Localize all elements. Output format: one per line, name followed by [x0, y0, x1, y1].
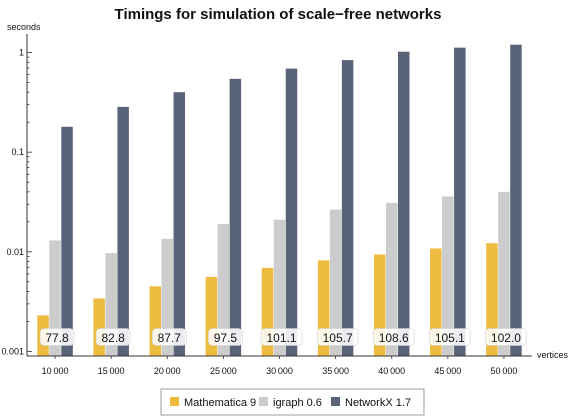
- bar-2-3: [161, 238, 174, 356]
- bar-2-4: [217, 224, 230, 356]
- annotation-label: 108.6: [379, 331, 409, 345]
- legend-label: NetworkX 1.7: [345, 397, 411, 409]
- bars-group: [37, 44, 522, 357]
- x-tick-label-6: 35 000: [322, 366, 349, 376]
- annotation-5: 101.1: [260, 328, 303, 346]
- legend-swatch: [259, 397, 268, 406]
- legend-swatch: [170, 397, 179, 406]
- annotation-label: 105.1: [435, 331, 465, 345]
- bar-3-1: [61, 126, 73, 356]
- annotation-box: [372, 328, 415, 346]
- bar-3-4: [229, 78, 242, 356]
- bar-3-5: [285, 68, 298, 357]
- bar-1-3: [149, 286, 162, 356]
- y-tick-label-2: 0.01: [6, 247, 24, 257]
- annotation-3: 87.7: [151, 328, 187, 346]
- bar-3-8: [454, 47, 466, 357]
- bar-1-9: [486, 243, 498, 356]
- legend-label: Mathematica 9: [184, 397, 256, 409]
- annotation-label: 97.5: [214, 331, 238, 345]
- bar-3-7: [397, 51, 410, 356]
- annotation-box: [485, 328, 527, 346]
- bar-1-7: [373, 254, 386, 356]
- bar-2-6: [329, 209, 342, 356]
- legend-item-1: Mathematica 9: [170, 397, 256, 409]
- x-tick-label-5: 30 000: [266, 366, 293, 376]
- annotation-6: 105.7: [316, 328, 359, 346]
- x-tick-label-7: 40 000: [378, 366, 405, 376]
- annotation-label: 77.8: [45, 331, 69, 345]
- legend-item-3: NetworkX 1.7: [331, 397, 411, 409]
- legend-box: [160, 388, 425, 416]
- bar-2-7: [385, 202, 398, 356]
- x-tick-label-3: 20 000: [154, 366, 181, 376]
- axes-group: 0.001 0.01 0.1 1 10 000 15 000 20 000 25 000 30 …: [1, 34, 532, 376]
- annotation-label: 101.1: [266, 331, 296, 345]
- annotation-1: 77.8: [39, 328, 75, 346]
- legend-label: igraph 0.6: [273, 397, 322, 409]
- annotation-label: 105.7: [323, 331, 353, 345]
- annotation-box: [39, 328, 75, 346]
- x-axis-label: vertices: [537, 350, 569, 360]
- annotation-box: [260, 328, 303, 346]
- y-tick-label-1: 0.001: [1, 346, 24, 356]
- bar-1-4: [205, 276, 218, 356]
- bar-1-2: [93, 298, 105, 356]
- annotation-box: [151, 328, 187, 346]
- bar-1-6: [317, 260, 330, 356]
- annotation-box: [316, 328, 359, 346]
- bar-3-9: [510, 44, 522, 357]
- bar-1-5: [261, 267, 274, 356]
- annotation-label: 82.8: [101, 331, 125, 345]
- legend-item-2: igraph 0.6: [259, 397, 322, 409]
- bar-3-6: [341, 60, 354, 356]
- bar-2-8: [442, 196, 454, 356]
- annotation-8: 105.1: [429, 328, 471, 346]
- x-tick-label-2: 15 000: [98, 366, 125, 376]
- bar-2-9: [498, 191, 510, 356]
- annotation-box: [208, 328, 243, 346]
- x-tick-label-1: 10 000: [42, 366, 69, 376]
- annotations-group: 77.8 82.8 87.7 97.5 101.1 105.7 108.6 105.1 102.…: [39, 328, 527, 346]
- x-tick-label-8: 45 000: [434, 366, 461, 376]
- chart-title: Timings for simulation of scale−free net…: [115, 6, 442, 23]
- bar-1-8: [430, 248, 442, 356]
- annotation-label: 102.0: [491, 331, 521, 345]
- bar-3-2: [117, 106, 129, 357]
- annotation-label: 87.7: [158, 331, 182, 345]
- legend: Mathematica 9 igraph 0.6 NetworkX 1.7: [160, 388, 425, 416]
- bar-2-2: [105, 253, 117, 356]
- x-tick-label-9: 50 000: [491, 366, 518, 376]
- annotation-box: [95, 328, 131, 346]
- legend-swatch: [331, 397, 340, 406]
- bar-2-5: [273, 219, 286, 356]
- y-tick-label-4: 1: [19, 48, 24, 58]
- x-tick-label-4: 25 000: [210, 366, 237, 376]
- y-tick-label-3: 0.1: [11, 147, 24, 157]
- bar-3-3: [173, 92, 186, 356]
- bar-2-1: [49, 240, 61, 356]
- annotation-2: 82.8: [95, 328, 131, 346]
- annotation-4: 97.5: [208, 328, 243, 346]
- annotation-7: 108.6: [372, 328, 415, 346]
- y-axis-label: seconds: [7, 22, 41, 32]
- annotation-box: [429, 328, 471, 346]
- annotation-9: 102.0: [485, 328, 527, 346]
